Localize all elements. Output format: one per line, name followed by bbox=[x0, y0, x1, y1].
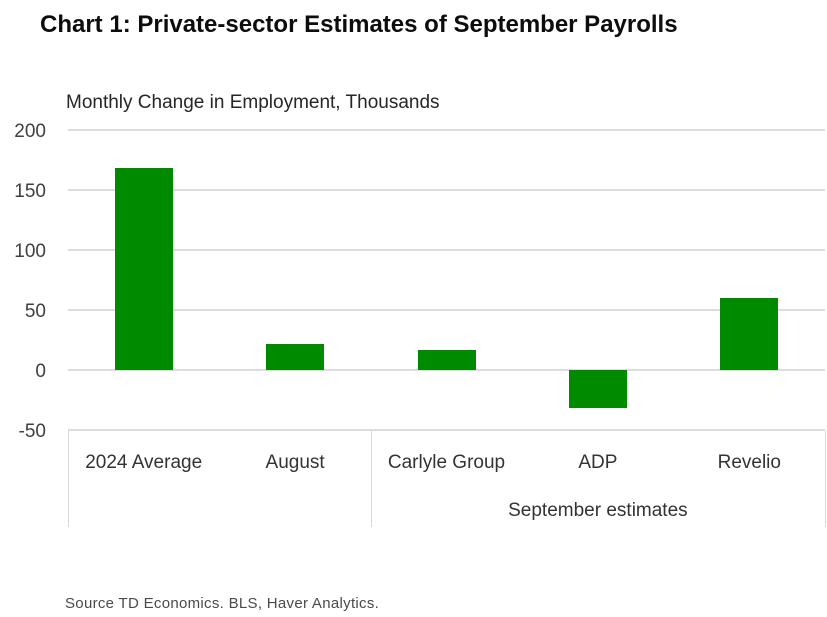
gridline-200 bbox=[68, 129, 825, 131]
gridline-50 bbox=[68, 309, 825, 311]
bar-august bbox=[266, 343, 325, 370]
category-divider bbox=[68, 431, 69, 527]
y-tick-label-200: 200 bbox=[14, 121, 46, 142]
y-tick-label--50: -50 bbox=[18, 421, 46, 442]
gridline-150 bbox=[68, 189, 825, 191]
gridline-0 bbox=[68, 369, 825, 371]
chart-title: Chart 1: Private-sector Estimates of Sep… bbox=[40, 11, 678, 38]
y-tick-label-100: 100 bbox=[14, 241, 46, 262]
y-tick-label-0: 0 bbox=[35, 361, 46, 382]
category-label-august: August bbox=[265, 452, 325, 473]
gridline-100 bbox=[68, 249, 825, 251]
category-divider bbox=[371, 431, 372, 527]
category-label-2024-average: 2024 Average bbox=[85, 452, 203, 473]
y-tick-label-50: 50 bbox=[24, 301, 46, 322]
source-note: Source TD Economics. BLS, Haver Analytic… bbox=[65, 595, 380, 612]
category-label-carlyle-group: Carlyle Group bbox=[387, 452, 506, 473]
bar-revelio bbox=[720, 298, 779, 370]
bar-2024-average bbox=[114, 168, 173, 370]
y-tick-label-150: 150 bbox=[14, 181, 46, 202]
y-axis-title: Monthly Change in Employment, Thousands bbox=[66, 92, 440, 113]
category-label-revelio: Revelio bbox=[717, 452, 781, 473]
bar-adp bbox=[568, 370, 627, 409]
bar-carlyle-group bbox=[417, 349, 476, 370]
category-label-adp: ADP bbox=[578, 452, 618, 473]
gridline--50 bbox=[68, 429, 825, 431]
category-divider bbox=[825, 431, 826, 527]
group-label-september-estimates: September estimates bbox=[508, 500, 688, 521]
